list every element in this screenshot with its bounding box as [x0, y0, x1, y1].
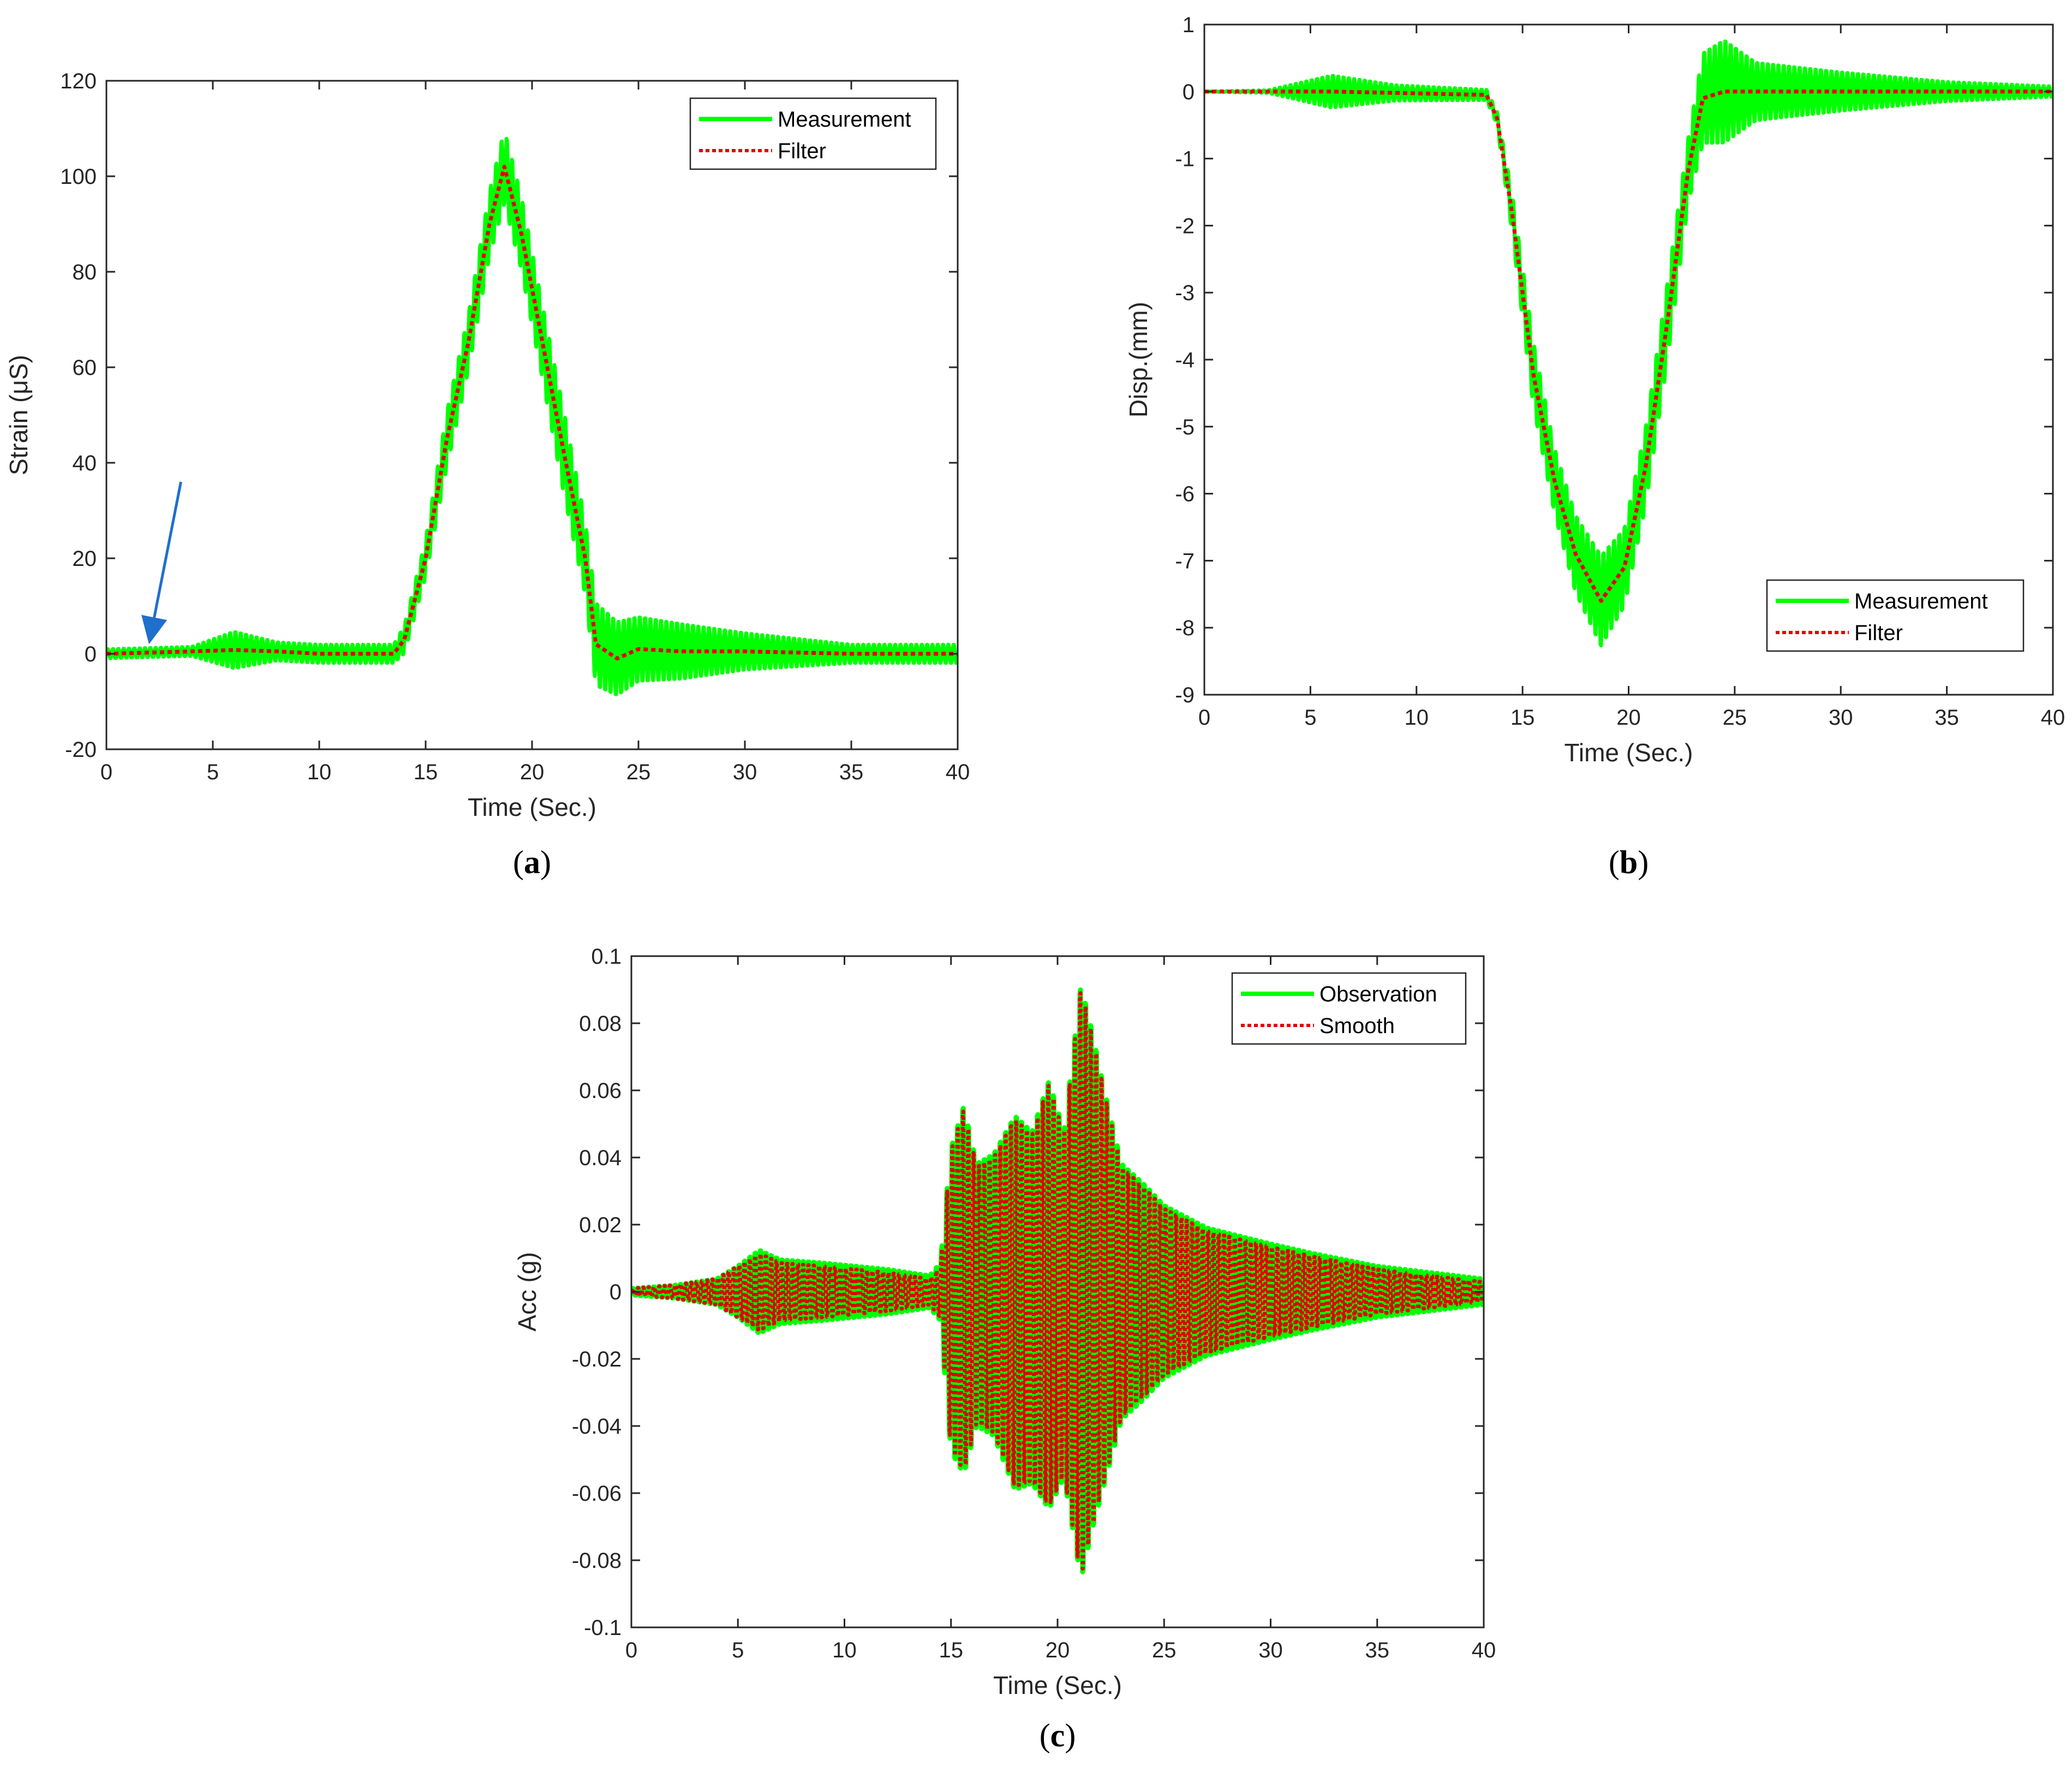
- x-tick-label: 40: [2041, 706, 2065, 730]
- legend: Observation Smooth: [1231, 972, 1467, 1045]
- x-axis-label: Time (Sec.): [993, 1671, 1122, 1699]
- x-tick-label: 0: [100, 760, 112, 784]
- annotation-arrow-head: [141, 614, 168, 645]
- y-tick-label: 0.04: [579, 1146, 622, 1170]
- y-tick-label: 20: [73, 547, 97, 571]
- x-tick-label: 25: [1152, 1638, 1177, 1662]
- y-tick-label: -2: [1175, 214, 1195, 238]
- x-tick-label: 15: [939, 1638, 964, 1662]
- panel-caption: (a): [513, 844, 551, 880]
- panel-c: 0 5 10 15 20 25 30 35 40 -0.1 -0.08 -0.06 -0.04 -0.02…: [513, 945, 1496, 1753]
- y-tick-label: -0.1: [584, 1616, 622, 1640]
- y-tick-label: -7: [1175, 549, 1195, 573]
- x-tick-label: 10: [1405, 706, 1429, 730]
- y-tick-label: 0.06: [579, 1079, 622, 1103]
- x-tick-label: 35: [1934, 706, 1959, 730]
- y-tick-label: 0: [1183, 80, 1195, 104]
- y-axis-label: Acc (g): [513, 1252, 541, 1332]
- x-tick-label: 5: [732, 1638, 744, 1662]
- y-tick-label: 0.1: [591, 945, 622, 969]
- series-filter-line: [106, 165, 958, 661]
- y-tick-label: -3: [1175, 281, 1195, 305]
- panel-b: 0 5 10 15 20 25 30 35 40 -9 -8 -7 -6 -5 -4 -3 -2 -1 0 1 Time…: [1124, 13, 2065, 880]
- x-tick-label: 25: [1723, 706, 1747, 730]
- y-tick-label: -5: [1175, 415, 1195, 439]
- legend-label-filter: Filter: [778, 139, 826, 163]
- y-tick-label: -0.06: [572, 1482, 622, 1506]
- series-smooth-line: [631, 991, 1484, 1571]
- legend-label-measurement: Measurement: [778, 108, 911, 132]
- x-axis-label: Time (Sec.): [468, 793, 596, 821]
- legend: Measurement Filter: [1766, 579, 2025, 652]
- legend-label-smooth: Smooth: [1319, 1014, 1395, 1038]
- y-tick-label: -1: [1175, 147, 1195, 171]
- x-tick-label: 25: [626, 760, 651, 784]
- x-tick-label: 30: [1258, 1638, 1283, 1662]
- panel-caption: (b): [1609, 844, 1649, 880]
- x-tick-label: 20: [1616, 706, 1641, 730]
- y-tick-label: 40: [73, 451, 97, 475]
- series-measurement-line: [106, 136, 958, 696]
- y-tick-label: -6: [1175, 482, 1195, 506]
- y-tick-label: 0.02: [579, 1213, 622, 1237]
- y-axis-label: Disp.(mm): [1124, 302, 1153, 417]
- legend-label-filter: Filter: [1854, 621, 1903, 645]
- series-group: [106, 136, 958, 696]
- x-tick-label: 35: [839, 760, 864, 784]
- series-filter-line: [1204, 90, 2053, 603]
- x-tick-label: 35: [1365, 1638, 1390, 1662]
- x-tick-label: 40: [1472, 1638, 1496, 1662]
- x-tick-label: 40: [946, 760, 970, 784]
- x-tick-label: 10: [832, 1638, 857, 1662]
- y-tick-label: 120: [60, 69, 97, 93]
- legend-label-observation: Observation: [1319, 982, 1437, 1006]
- x-tick-label: 10: [307, 760, 332, 784]
- y-tick-label: 0: [85, 642, 97, 666]
- legend: Measurement Filter: [689, 97, 937, 170]
- legend-box: [1766, 579, 2025, 652]
- y-tick-label: -20: [65, 738, 97, 762]
- y-tick-label: -0.02: [572, 1347, 622, 1371]
- x-axis-label: Time (Sec.): [1565, 738, 1693, 767]
- y-tick-label: -4: [1175, 348, 1195, 372]
- x-tick-label: 20: [1046, 1638, 1070, 1662]
- annotation-arrow-shaft: [153, 481, 182, 618]
- series-group: [1204, 39, 2053, 648]
- y-tick-label: -0.08: [572, 1549, 622, 1573]
- x-tick-label: 0: [1198, 706, 1210, 730]
- x-tick-label: 30: [733, 760, 757, 784]
- legend-box: [689, 97, 937, 170]
- y-tick-label: 1: [1183, 13, 1195, 37]
- x-tick-label: 5: [1304, 706, 1316, 730]
- x-tick-label: 0: [625, 1638, 637, 1662]
- y-tick-label: 60: [73, 356, 97, 380]
- legend-box: [1231, 972, 1467, 1045]
- y-tick-label: 100: [60, 165, 97, 189]
- y-tick-label: 0.08: [579, 1012, 622, 1036]
- legend-label-measurement: Measurement: [1854, 589, 1988, 613]
- x-tick-label: 5: [207, 760, 219, 784]
- x-tick-label: 20: [520, 760, 545, 784]
- y-tick-label: -8: [1175, 616, 1195, 640]
- y-tick-label: -0.04: [572, 1415, 622, 1439]
- x-tick-label: 15: [414, 760, 438, 784]
- y-tick-label: 0: [610, 1280, 622, 1304]
- series-group: [631, 987, 1484, 1574]
- panel-caption: (c): [1040, 1717, 1076, 1753]
- y-tick-label: -9: [1175, 683, 1195, 707]
- y-axis-label: Strain (μS): [4, 355, 33, 475]
- x-tick-label: 15: [1510, 706, 1535, 730]
- y-tick-label: 80: [73, 260, 97, 284]
- x-tick-label: 30: [1829, 706, 1853, 730]
